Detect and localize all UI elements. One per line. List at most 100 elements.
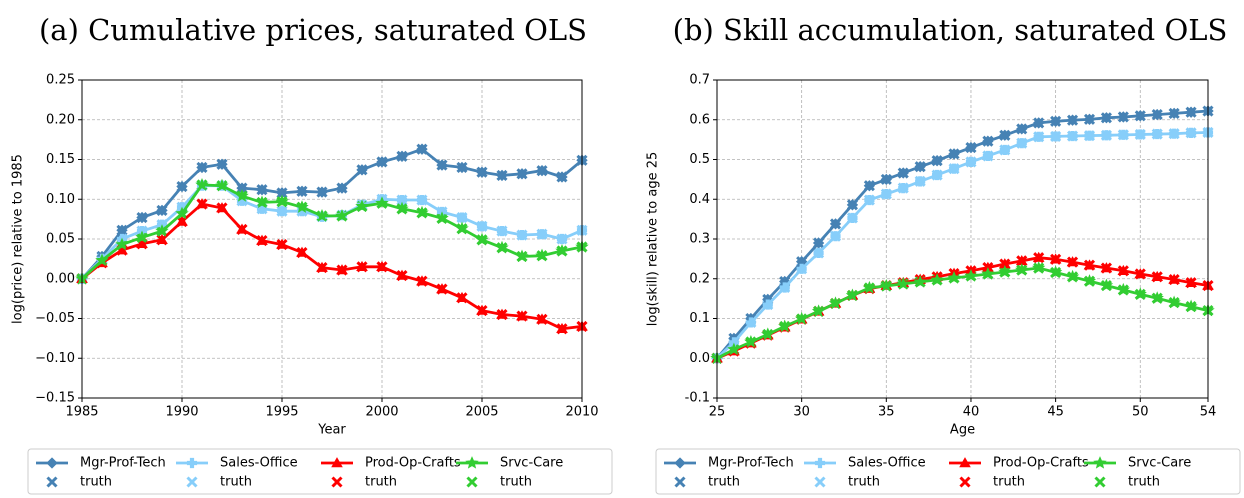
marker xyxy=(436,283,448,294)
marker xyxy=(295,200,309,213)
x-axis-label: Year xyxy=(317,423,346,438)
series-line xyxy=(81,202,583,331)
marker xyxy=(176,180,188,193)
marker xyxy=(1033,131,1044,142)
marker xyxy=(476,304,488,315)
marker xyxy=(456,291,468,303)
marker xyxy=(1133,287,1147,300)
marker xyxy=(778,319,792,333)
marker xyxy=(1093,456,1107,469)
marker xyxy=(1049,265,1063,279)
marker xyxy=(256,234,268,245)
legend-label: truth xyxy=(80,475,112,490)
y-tick-label: 0.0 xyxy=(689,351,710,366)
marker xyxy=(1169,128,1180,139)
marker xyxy=(316,186,328,198)
y-tick-label: 0.5 xyxy=(689,152,710,167)
y-axis-label: log(skill) relative to age 25 xyxy=(646,152,661,326)
legend-label: Mgr-Prof-Tech xyxy=(80,456,166,471)
marker xyxy=(880,173,892,186)
legend-label: truth xyxy=(1128,475,1160,490)
marker xyxy=(516,229,528,241)
truth-marker xyxy=(814,476,826,488)
marker xyxy=(46,457,58,469)
marker xyxy=(275,194,289,208)
marker xyxy=(998,264,1012,278)
marker xyxy=(914,160,926,173)
marker xyxy=(1134,268,1147,279)
marker xyxy=(965,156,977,167)
marker xyxy=(356,164,368,176)
chart-title: (a) Cumulative prices, saturated OLS xyxy=(39,13,587,47)
x-tick-label: 40 xyxy=(963,405,980,420)
marker xyxy=(814,457,826,469)
marker xyxy=(828,296,843,310)
marker xyxy=(1118,129,1129,140)
marker xyxy=(847,212,858,224)
y-tick-label: 0.15 xyxy=(46,152,75,167)
marker xyxy=(416,194,428,206)
legend-label: Sales-Office xyxy=(220,456,298,471)
marker xyxy=(896,276,910,290)
marker xyxy=(456,161,468,174)
marker xyxy=(1117,111,1130,123)
marker xyxy=(811,304,826,318)
marker xyxy=(475,232,489,246)
marker xyxy=(331,457,343,468)
truth-marker xyxy=(46,476,58,488)
marker xyxy=(762,299,773,310)
legend-label: Prod-Op-Crafts xyxy=(993,456,1089,471)
marker xyxy=(1083,113,1096,126)
marker xyxy=(948,148,960,160)
marker xyxy=(156,233,168,245)
marker xyxy=(315,208,329,222)
x-tick-label: 35 xyxy=(878,405,895,420)
marker xyxy=(1050,131,1061,142)
marker xyxy=(195,177,209,191)
marker xyxy=(556,322,568,334)
y-axis-label: log(price) relative to 1985 xyxy=(11,154,26,324)
marker xyxy=(455,221,469,235)
chart-title: (b) Skill accumulation, saturated OLS xyxy=(673,13,1228,47)
marker xyxy=(495,240,509,254)
marker xyxy=(862,280,876,294)
marker xyxy=(1083,259,1096,270)
marker xyxy=(864,194,875,206)
marker xyxy=(536,229,548,240)
marker xyxy=(879,278,893,292)
marker xyxy=(948,163,960,174)
marker xyxy=(1167,295,1181,309)
marker xyxy=(556,233,568,245)
x-axis-label: Age xyxy=(950,423,975,438)
marker xyxy=(1101,130,1112,141)
marker xyxy=(465,456,479,469)
axes-frame xyxy=(81,79,583,399)
marker xyxy=(236,223,248,234)
truth-marker xyxy=(331,476,343,488)
x-tick-label: 45 xyxy=(1047,405,1064,420)
legend-label: truth xyxy=(708,475,740,490)
marker xyxy=(727,342,741,356)
y-tick-label: 0.7 xyxy=(689,73,710,88)
marker xyxy=(1049,115,1062,128)
marker xyxy=(456,212,468,223)
marker xyxy=(1100,262,1113,273)
marker xyxy=(959,457,971,468)
y-tick-label: −0.10 xyxy=(35,351,75,366)
legend-label: truth xyxy=(365,475,397,490)
marker xyxy=(1152,128,1163,140)
marker xyxy=(1031,261,1046,274)
truth-marker xyxy=(1094,476,1106,488)
marker xyxy=(196,161,208,174)
legend-label: truth xyxy=(220,475,252,490)
legend-label: Prod-Op-Crafts xyxy=(365,456,461,471)
marker xyxy=(196,198,208,209)
marker xyxy=(536,164,548,177)
truth-marker xyxy=(186,476,198,488)
y-tick-label: 0.2 xyxy=(689,271,710,286)
marker xyxy=(1184,299,1198,313)
legend-label: truth xyxy=(848,475,880,490)
marker xyxy=(1016,138,1027,149)
marker xyxy=(416,143,428,155)
marker xyxy=(496,225,508,237)
